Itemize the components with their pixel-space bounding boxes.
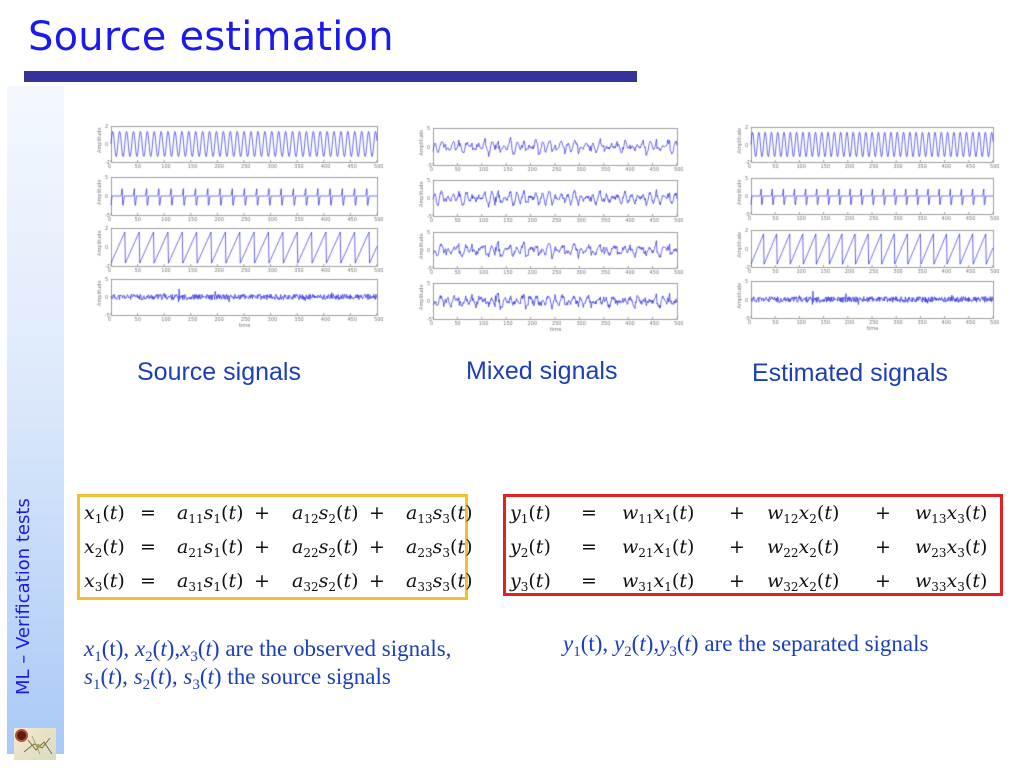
equation-term: w13x3(t) <box>915 502 988 526</box>
estimated-signals-chart <box>728 119 1004 334</box>
equation-row: x2(t) = a21s1(t) + a22s2(t) + a23s3(t) <box>80 533 473 565</box>
equation-row: y2(t) = w21x1(t) + w22x2(t) + w23x3(t) <box>506 533 1000 565</box>
equation-term: a23s3(t) <box>406 536 473 560</box>
equals-sign: = <box>581 502 597 524</box>
equation-row: y1(t) = w11x1(t) + w12x2(t) + w13x3(t) <box>506 499 1000 531</box>
plus-sign: + <box>369 502 385 524</box>
equation-term: w23x3(t) <box>915 536 988 560</box>
plus-sign: + <box>875 570 891 592</box>
equals-sign: = <box>581 536 597 558</box>
title-underline <box>24 71 637 82</box>
equation-term: y1(t) <box>510 502 551 526</box>
plus-sign: + <box>729 570 745 592</box>
equation-term: x1(t) <box>84 502 125 526</box>
institution-logo <box>14 728 56 760</box>
sidebar-label: ML – Verification tests <box>13 498 34 695</box>
plus-sign: + <box>875 502 891 524</box>
equation-term: x3(t) <box>84 570 125 594</box>
separation-equations-box: y1(t) = w11x1(t) + w12x2(t) + w13x3(t) y2(t) = w2… <box>503 494 1003 596</box>
plus-sign: + <box>369 570 385 592</box>
equation-term: y2(t) <box>510 536 551 560</box>
observed-note-line1: x1(t), x2(t),x3(t) are the observed sign… <box>84 636 452 665</box>
sidebar-band <box>7 86 64 754</box>
equation-term: a11s1(t) <box>177 502 244 526</box>
equation-term: w32x2(t) <box>767 570 840 594</box>
logo-emblem-icon <box>17 731 26 740</box>
equation-term: a22s2(t) <box>292 536 359 560</box>
source-signals-figure <box>88 118 388 330</box>
equation-row: x3(t) = a31s1(t) + a32s2(t) + a33s3(t) <box>80 567 473 599</box>
mixed-signals-figure <box>410 120 688 335</box>
source-signals-chart <box>88 118 388 330</box>
equation-term: a12s2(t) <box>292 502 359 526</box>
mixed-signals-chart <box>410 120 688 335</box>
plus-sign: + <box>254 536 270 558</box>
equation-row: y3(t) = w31x1(t) + w32x2(t) + w33x3(t) <box>506 567 1000 599</box>
observed-note-line2: s1(t), s2(t), s3(t) the source signals <box>84 664 391 693</box>
equation-term: a13s3(t) <box>406 502 473 526</box>
plus-sign: + <box>875 536 891 558</box>
equation-term: w22x2(t) <box>767 536 840 560</box>
slide-title: Source estimation <box>28 14 394 60</box>
equation-term: a33s3(t) <box>406 570 473 594</box>
equals-sign: = <box>140 570 156 592</box>
caption-mixed: Mixed signals <box>466 357 618 385</box>
plus-sign: + <box>254 502 270 524</box>
equation-term: w11x1(t) <box>622 502 695 526</box>
estimated-signals-figure <box>728 119 1004 334</box>
separated-signals-note: y1(t), y2(t),y3(t) are the separated sig… <box>563 630 929 660</box>
equation-term: x2(t) <box>84 536 125 560</box>
caption-estimated: Estimated signals <box>752 359 948 387</box>
equals-sign: = <box>140 502 156 524</box>
equals-sign: = <box>581 570 597 592</box>
plus-sign: + <box>729 502 745 524</box>
caption-source: Source signals <box>137 358 301 386</box>
observed-signals-note: x1(t), x2(t),x3(t) are the observed sign… <box>84 635 452 693</box>
equation-term: y3(t) <box>510 570 551 594</box>
plus-sign: + <box>729 536 745 558</box>
equation-term: a31s1(t) <box>177 570 244 594</box>
equation-row: x1(t) = a11s1(t) + a12s2(t) + a13s3(t) <box>80 499 473 531</box>
separated-note-line: y1(t), y2(t),y3(t) are the separated sig… <box>563 631 929 660</box>
equation-term: w33x3(t) <box>915 570 988 594</box>
logo-sketch-icon <box>23 735 53 755</box>
equation-term: a21s1(t) <box>177 536 244 560</box>
equals-sign: = <box>140 536 156 558</box>
equation-term: w31x1(t) <box>622 570 695 594</box>
plus-sign: + <box>254 570 270 592</box>
plus-sign: + <box>369 536 385 558</box>
equation-term: w21x1(t) <box>622 536 695 560</box>
mixing-equations-box: x1(t) = a11s1(t) + a12s2(t) + a13s3(t) x2(t) = a2… <box>77 494 473 600</box>
equation-term: a32s2(t) <box>292 570 359 594</box>
equation-term: w12x2(t) <box>767 502 840 526</box>
